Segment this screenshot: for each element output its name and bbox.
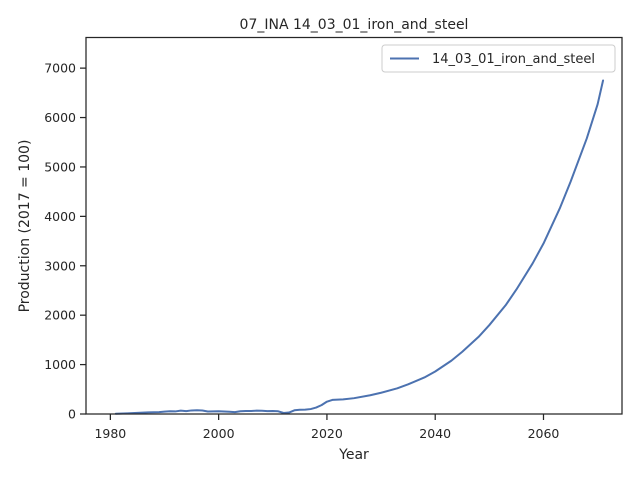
x-tick-label: 2000: [203, 426, 235, 441]
y-tick-label: 7000: [44, 61, 76, 76]
y-tick-label: 2000: [44, 308, 76, 323]
x-tick-label: 2020: [311, 426, 343, 441]
plot-area: [114, 79, 605, 415]
x-tick-label: 2040: [419, 426, 451, 441]
y-tick-label: 3000: [44, 258, 76, 273]
x-axis-label: Year: [338, 447, 369, 463]
y-tick-label: 5000: [44, 159, 76, 174]
chart-title: 07_INA 14_03_01_iron_and_steel: [240, 17, 469, 33]
y-tick-label: 0: [68, 407, 76, 422]
legend-box: [381, 44, 616, 73]
x-tick-label: 1980: [94, 426, 126, 441]
y-tick-label: 1000: [44, 357, 76, 372]
series-line: [114, 79, 605, 415]
y-tick-label: 6000: [44, 110, 76, 125]
x-tick-label: 2060: [528, 426, 560, 441]
axes-frame: [85, 36, 623, 415]
legend: 14_03_01_iron_and_steel: [381, 44, 616, 73]
legend-label: 14_03_01_iron_and_steel: [432, 52, 595, 67]
y-axis: 0 1000 2000 3000 4000 5000 6000 7000: [44, 61, 86, 422]
y-tick-label: 4000: [44, 209, 76, 224]
x-axis: 1980 2000 2020 2040 2060: [94, 414, 559, 441]
y-axis-label: Production (2017 = 100): [17, 140, 33, 313]
